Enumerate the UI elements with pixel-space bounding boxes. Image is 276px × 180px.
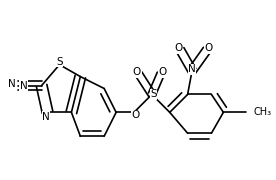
Text: O: O	[174, 43, 183, 53]
Text: N: N	[8, 79, 16, 89]
Text: N: N	[42, 112, 50, 122]
Text: O: O	[131, 110, 140, 120]
Text: N: N	[188, 64, 196, 74]
Text: CH₃: CH₃	[253, 107, 271, 117]
Text: O: O	[204, 43, 213, 53]
Text: S: S	[56, 57, 63, 67]
Text: N: N	[20, 80, 28, 91]
Text: S: S	[150, 89, 157, 100]
Text: O: O	[158, 67, 166, 77]
Text: O: O	[133, 67, 141, 77]
